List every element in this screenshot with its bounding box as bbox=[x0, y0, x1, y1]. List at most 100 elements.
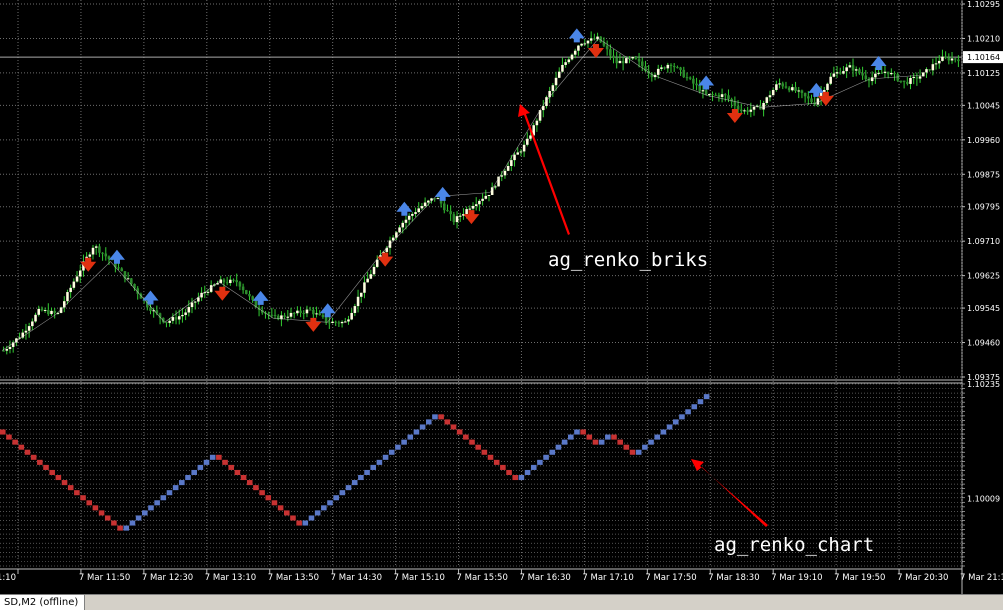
candle-body bbox=[331, 321, 334, 324]
candle-body bbox=[807, 96, 810, 99]
renko-brick bbox=[605, 434, 611, 440]
candle-body bbox=[458, 215, 462, 217]
candle-body bbox=[580, 43, 583, 46]
candle-body bbox=[404, 219, 408, 223]
candle-body bbox=[803, 92, 807, 97]
up-arrow-icon bbox=[698, 75, 715, 90]
candle-body bbox=[56, 312, 60, 314]
candle-body bbox=[395, 232, 398, 238]
renko-brick bbox=[37, 459, 43, 465]
candle-body bbox=[835, 72, 839, 74]
renko-brick bbox=[345, 485, 352, 491]
renko-brick bbox=[271, 500, 278, 506]
candle-body bbox=[187, 307, 191, 313]
candle-body bbox=[506, 165, 510, 171]
candle-body bbox=[902, 80, 906, 82]
candle-body bbox=[59, 307, 63, 313]
candle-body bbox=[289, 312, 293, 317]
candle-body bbox=[200, 292, 203, 298]
candle-body bbox=[762, 102, 765, 110]
x-tick-label: 7 Mar 18:30 bbox=[708, 573, 759, 583]
candle-body bbox=[557, 71, 561, 78]
candle-body bbox=[545, 97, 548, 106]
renko-brick bbox=[555, 444, 562, 450]
candle-body bbox=[347, 319, 350, 322]
candle-body bbox=[136, 288, 139, 294]
renko-brick bbox=[463, 434, 469, 440]
renko-brick bbox=[98, 510, 105, 516]
candle-body bbox=[312, 309, 315, 315]
y-tick-label: 1.09460 bbox=[967, 339, 1000, 348]
candle-body bbox=[487, 195, 491, 197]
candle-body bbox=[640, 61, 644, 67]
renko-y-tick-label: 1.10235 bbox=[967, 380, 1000, 389]
candle-body bbox=[232, 279, 235, 281]
candle-body bbox=[337, 322, 341, 324]
candle-body bbox=[538, 110, 542, 121]
x-tick-label: 7 Mar 14:30 bbox=[331, 573, 382, 583]
candle-body bbox=[561, 64, 564, 72]
renko-brick bbox=[24, 449, 31, 455]
candle-body bbox=[177, 316, 181, 320]
candle-body bbox=[356, 296, 360, 307]
candle-body bbox=[685, 77, 689, 79]
candle-body bbox=[733, 101, 737, 106]
candle-body bbox=[663, 67, 666, 69]
up-arrow-icon bbox=[319, 303, 336, 318]
candle-body bbox=[219, 279, 223, 284]
candle-body bbox=[650, 73, 654, 78]
candle-body bbox=[918, 76, 922, 79]
renko-brick bbox=[401, 439, 407, 445]
candle-body bbox=[682, 69, 686, 78]
candle-body bbox=[925, 69, 928, 73]
candle-body bbox=[484, 195, 488, 199]
candle-body bbox=[858, 69, 861, 74]
candle-body bbox=[27, 326, 31, 331]
renko-brick bbox=[123, 525, 130, 531]
candle-body bbox=[190, 302, 194, 308]
candle-body bbox=[928, 69, 931, 71]
candle-body bbox=[577, 45, 580, 51]
candle-body bbox=[746, 110, 749, 112]
candle-body bbox=[599, 36, 603, 43]
candle-body bbox=[832, 73, 836, 77]
renko-brick bbox=[197, 464, 204, 470]
current-price-label: 1.10164 bbox=[967, 53, 1000, 62]
renko-brick bbox=[179, 480, 185, 486]
candle-body bbox=[427, 200, 430, 203]
renko-brick bbox=[86, 500, 93, 506]
candle-body bbox=[353, 306, 357, 313]
candle-body bbox=[644, 66, 647, 71]
candle-body bbox=[823, 89, 826, 93]
renko-brick bbox=[166, 490, 173, 496]
candle-body bbox=[656, 68, 660, 75]
candle-body bbox=[184, 312, 187, 315]
renko-brick bbox=[481, 449, 488, 455]
candle-body bbox=[359, 292, 363, 297]
candle-body bbox=[21, 332, 25, 338]
chart-tab[interactable]: SD,M2 (offline) bbox=[0, 595, 86, 610]
candle-body bbox=[126, 278, 130, 280]
candle-body bbox=[704, 90, 708, 95]
renko-brick bbox=[104, 515, 111, 521]
renko-brick bbox=[290, 515, 296, 521]
candle-body bbox=[254, 299, 258, 308]
candle-body bbox=[625, 58, 628, 64]
candle-body bbox=[771, 89, 775, 96]
candle-body bbox=[870, 77, 874, 82]
candle-body bbox=[583, 43, 587, 45]
candle-body bbox=[468, 208, 472, 210]
x-tick-label: 7 Mar 19:50 bbox=[834, 573, 885, 583]
candle-body bbox=[209, 285, 213, 292]
candle-body bbox=[749, 109, 753, 112]
candle-body bbox=[452, 214, 456, 223]
candle-body bbox=[589, 38, 593, 41]
candle-body bbox=[465, 209, 468, 214]
candle-body bbox=[222, 279, 226, 283]
candle-body bbox=[513, 154, 516, 161]
candle-body bbox=[660, 67, 663, 69]
candle-body bbox=[621, 60, 625, 64]
candle-body bbox=[877, 72, 880, 74]
candle-body bbox=[567, 59, 571, 63]
renko-brick bbox=[530, 464, 537, 470]
